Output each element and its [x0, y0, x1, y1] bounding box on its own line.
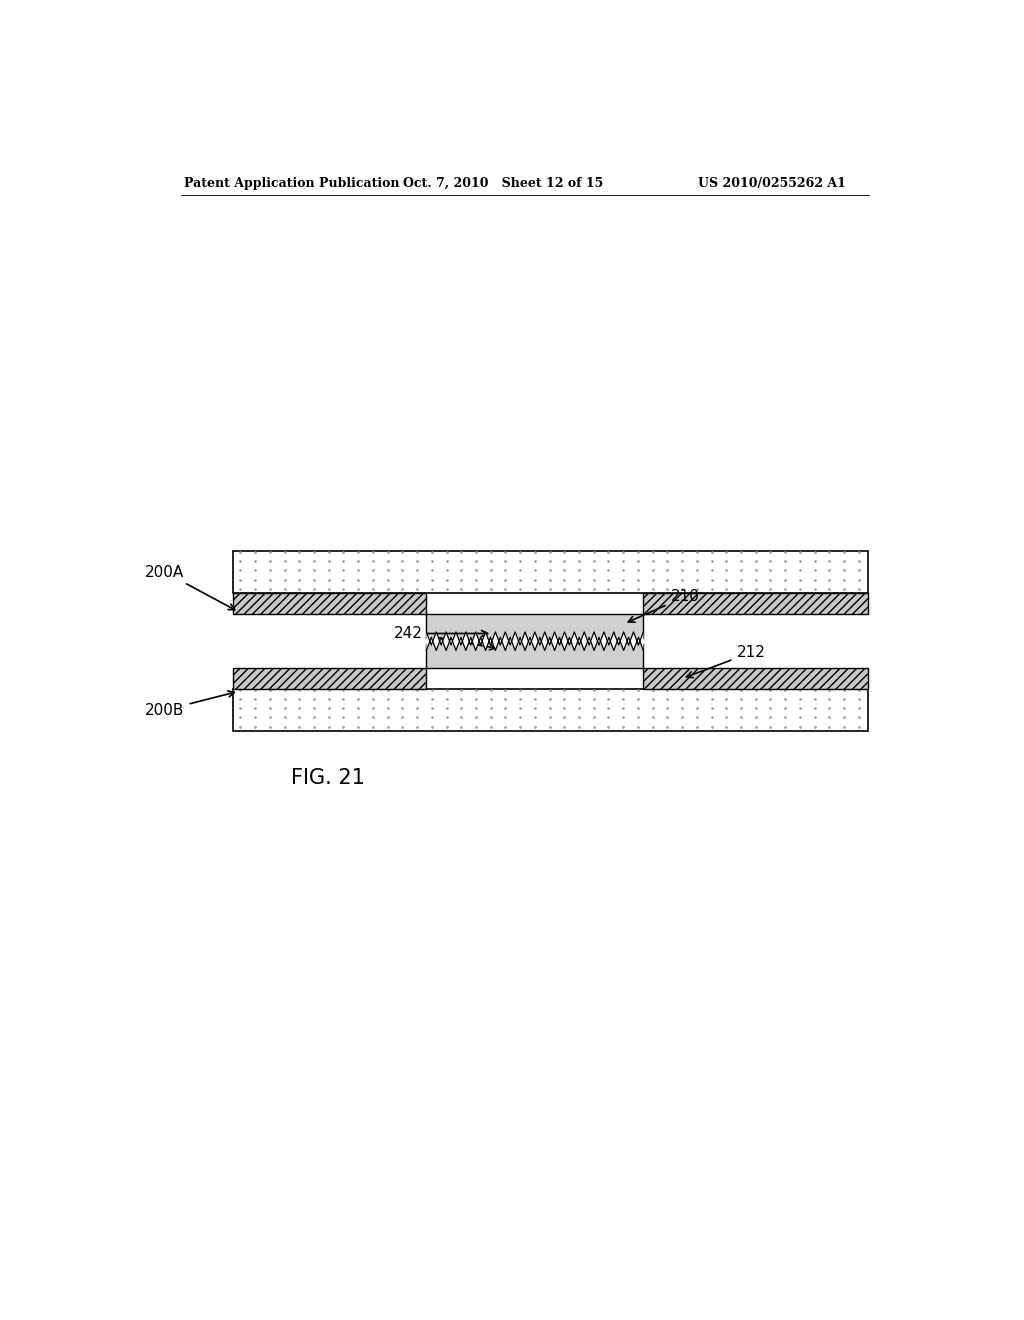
Polygon shape — [426, 632, 643, 651]
Bar — [232, 689, 868, 731]
Bar — [426, 644, 643, 668]
Text: US 2010/0255262 A1: US 2010/0255262 A1 — [697, 177, 846, 190]
Text: 212: 212 — [686, 645, 765, 677]
Bar — [232, 594, 426, 614]
Bar — [232, 552, 868, 594]
Bar — [232, 668, 426, 689]
Text: FIG. 21: FIG. 21 — [291, 768, 365, 788]
Text: 210: 210 — [629, 589, 699, 622]
Bar — [643, 668, 868, 689]
Text: 242: 242 — [393, 626, 487, 642]
Text: Patent Application Publication: Patent Application Publication — [183, 177, 399, 190]
Text: 200A: 200A — [145, 565, 234, 610]
Text: 200B: 200B — [145, 690, 234, 718]
Bar — [426, 614, 643, 638]
Text: Oct. 7, 2010   Sheet 12 of 15: Oct. 7, 2010 Sheet 12 of 15 — [403, 177, 603, 190]
Bar — [643, 594, 868, 614]
